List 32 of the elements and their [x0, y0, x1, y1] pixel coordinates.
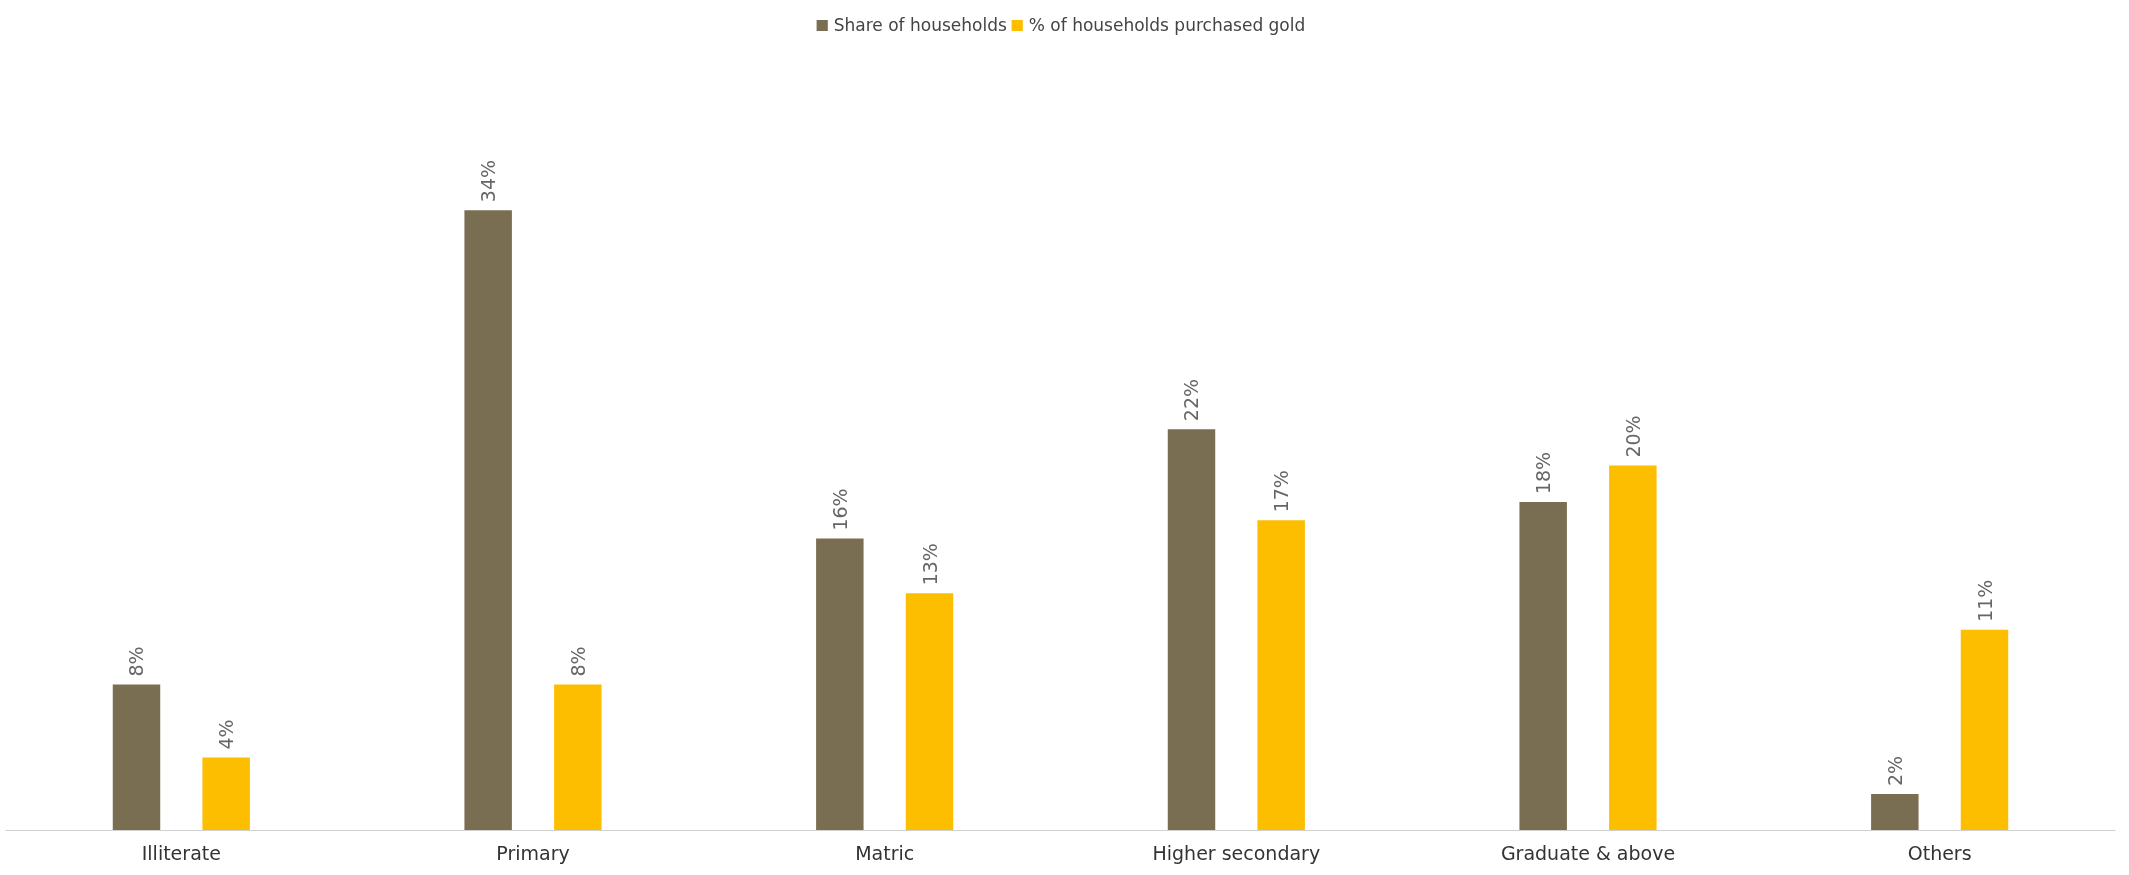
- data-label: 17%: [1270, 470, 1293, 513]
- bar: [554, 684, 602, 831]
- data-label: 16%: [828, 488, 851, 531]
- bar: [1960, 629, 2009, 831]
- bar: [1609, 465, 1657, 831]
- data-label: 18%: [1532, 451, 1555, 495]
- data-label: 4%: [215, 719, 238, 750]
- bar: [1257, 520, 1305, 831]
- x-tick-label: Matric: [855, 841, 915, 864]
- x-tick-label: Higher secondary: [1152, 841, 1321, 864]
- data-label: 13%: [918, 543, 941, 586]
- data-label: 34%: [477, 159, 500, 203]
- data-label: 11%: [1973, 579, 1996, 622]
- bar: [1519, 502, 1567, 831]
- data-label: 8%: [125, 646, 148, 677]
- bar: [1167, 429, 1216, 831]
- x-tick-label: Others: [1907, 841, 1972, 864]
- x-tick-label: Illiterate: [141, 841, 221, 864]
- bar: [202, 757, 250, 831]
- bar: [112, 684, 161, 831]
- data-label: 20%: [1621, 415, 1644, 458]
- data-label: 8%: [566, 646, 589, 677]
- bar: [1871, 794, 1919, 831]
- x-tick-label: Primary: [496, 841, 570, 864]
- bar: [464, 210, 512, 831]
- legend-label: Share of households: [833, 15, 1007, 35]
- data-label: 2%: [1883, 755, 1906, 787]
- bar: [905, 593, 954, 831]
- bar: [816, 538, 864, 831]
- legend-label: % of households purchased gold: [1028, 15, 1306, 35]
- x-tick-label: Graduate & above: [1500, 841, 1676, 864]
- data-label: 22%: [1180, 378, 1203, 422]
